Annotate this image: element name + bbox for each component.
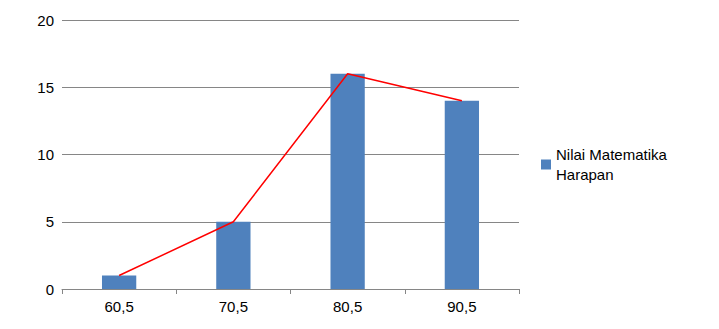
svg-text:Nilai Matematika: Nilai Matematika — [556, 146, 671, 163]
svg-text:10: 10 — [37, 146, 54, 163]
svg-text:80,5: 80,5 — [333, 298, 362, 315]
svg-text:5: 5 — [46, 213, 54, 230]
svg-text:Harapan: Harapan — [556, 166, 614, 183]
svg-text:70,5: 70,5 — [219, 298, 248, 315]
svg-text:0: 0 — [46, 281, 54, 298]
svg-text:60,5: 60,5 — [105, 298, 134, 315]
svg-text:20: 20 — [37, 12, 54, 29]
svg-text:90,5: 90,5 — [447, 298, 476, 315]
svg-text:15: 15 — [37, 79, 54, 96]
